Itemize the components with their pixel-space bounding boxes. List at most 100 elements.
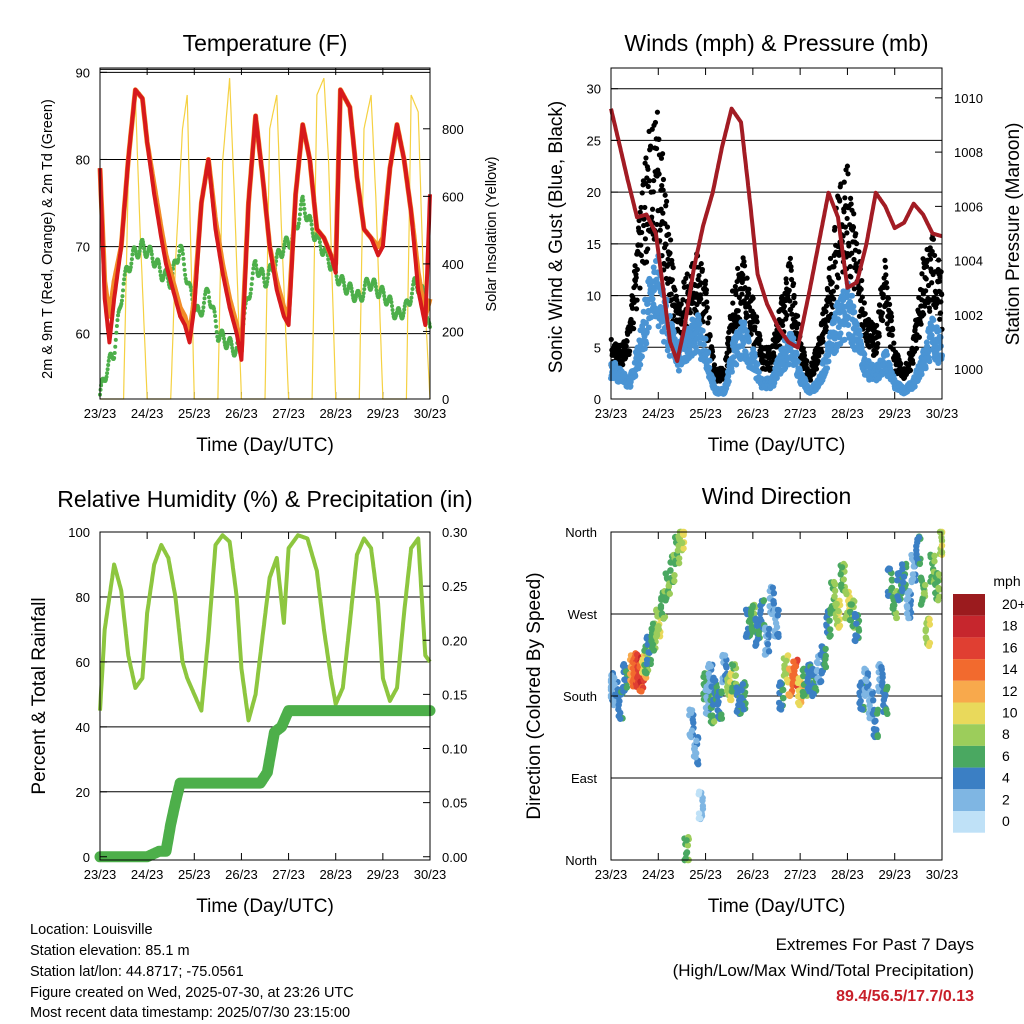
direction-point [864,670,872,677]
legend-label: 4 [1002,770,1010,786]
gust-point [672,287,678,293]
wind-point [845,321,852,328]
direction-point [835,607,842,615]
direction-point [728,696,735,704]
humidity-x-tick-label: 27/23 [272,867,305,882]
direction-x-axis-title: Time (Day/UTC) [708,896,846,917]
direction-point [926,616,933,623]
gust-point [849,250,855,256]
dewpoint-point [350,289,355,294]
dewpoint-point [142,246,147,251]
gust-point [638,252,644,259]
direction-point [814,667,821,674]
direction-point [675,555,683,562]
wind-point [793,351,800,358]
winds-y-tick-label: 30 [587,82,601,97]
gust-point [847,263,853,270]
direction-point [899,588,906,595]
direction-point [610,675,617,683]
direction-point [694,759,701,767]
gust-point [637,209,643,215]
winds-y-axis-title: Sonic Wind & Gust (Blue, Black) [546,101,567,373]
dewpoint-point [249,287,254,292]
dewpoint-point [229,339,234,344]
gust-point [740,272,746,278]
gust-point [919,271,925,277]
direction-x-tick-label: 28/23 [831,867,864,882]
direction-point [781,665,788,672]
wind-point [841,336,848,343]
dewpoint-point [157,265,162,270]
gust-point [684,271,690,277]
direction-point [695,810,703,817]
direction-point [638,688,645,695]
direction-point [935,571,943,578]
direction-point [778,702,785,709]
gust-point [667,250,673,256]
gust-point [876,333,882,339]
extremes-title: Extremes For Past 7 Days [775,935,974,954]
direction-point [765,625,773,633]
direction-point [894,571,902,578]
gust-point [923,276,929,282]
dewpoint-point [326,261,331,266]
direction-point [785,691,792,698]
gust-point [657,227,663,233]
humidity-y2-tick-label: 0.30 [442,525,467,540]
dewpoint-point [362,287,367,292]
winds-y2-tick-label: 1010 [954,91,983,106]
temperature-x-tick-label: 23/23 [84,406,117,421]
gust-point [898,361,904,367]
temperature-y-tick-label: 90 [76,65,90,80]
wind-point [935,359,942,366]
winds-y2-tick-label: 1006 [954,199,983,214]
gust-point [741,263,748,269]
gust-point [725,341,731,348]
dewpoint-point [282,242,287,247]
dewpoint-point [121,281,126,286]
wind-point [829,341,836,348]
direction-point [921,590,928,597]
dewpoint-point [203,292,208,297]
direction-point [915,534,923,541]
dewpoint-point [122,277,127,282]
direction-x-tick-label: 27/23 [784,867,817,882]
gust-point [757,337,763,343]
gust-point [646,178,653,184]
gust-point [697,292,704,298]
dewpoint-point [114,324,119,329]
gust-point [649,206,656,212]
direction-point [810,690,817,698]
direction-point [757,610,764,617]
gust-point [923,288,929,294]
direction-point [689,716,696,723]
gust-point [711,362,718,368]
winds-title: Winds (mph) & Pressure (mb) [624,30,928,56]
dewpoint-point [281,246,286,251]
dewpoint-point [248,291,253,296]
gust-point [645,246,651,252]
direction-point [747,618,755,626]
gust-point [851,256,857,263]
gust-point [733,288,739,294]
humidity-line [98,533,432,723]
direction-point [904,604,911,612]
dewpoint-point [350,293,355,298]
direction-point [817,678,825,685]
direction-point [723,664,730,671]
temperature-y2-tick-label: 200 [442,324,464,339]
gust-point [873,349,879,355]
humidity-x-axis-title: Time (Day/UTC) [196,896,334,917]
gust-point [681,279,687,286]
direction-x-tick-label: 23/23 [595,867,628,882]
dewpoint-point [334,274,339,279]
gust-point [845,171,851,177]
dewpoint-point [297,217,302,222]
direction-point [675,559,683,567]
dewpoint-point [249,282,254,287]
winds-y2-tick-label: 1008 [954,145,983,160]
gust-point [846,243,852,249]
gust-point [634,266,640,273]
dewpoint-point [302,211,307,216]
